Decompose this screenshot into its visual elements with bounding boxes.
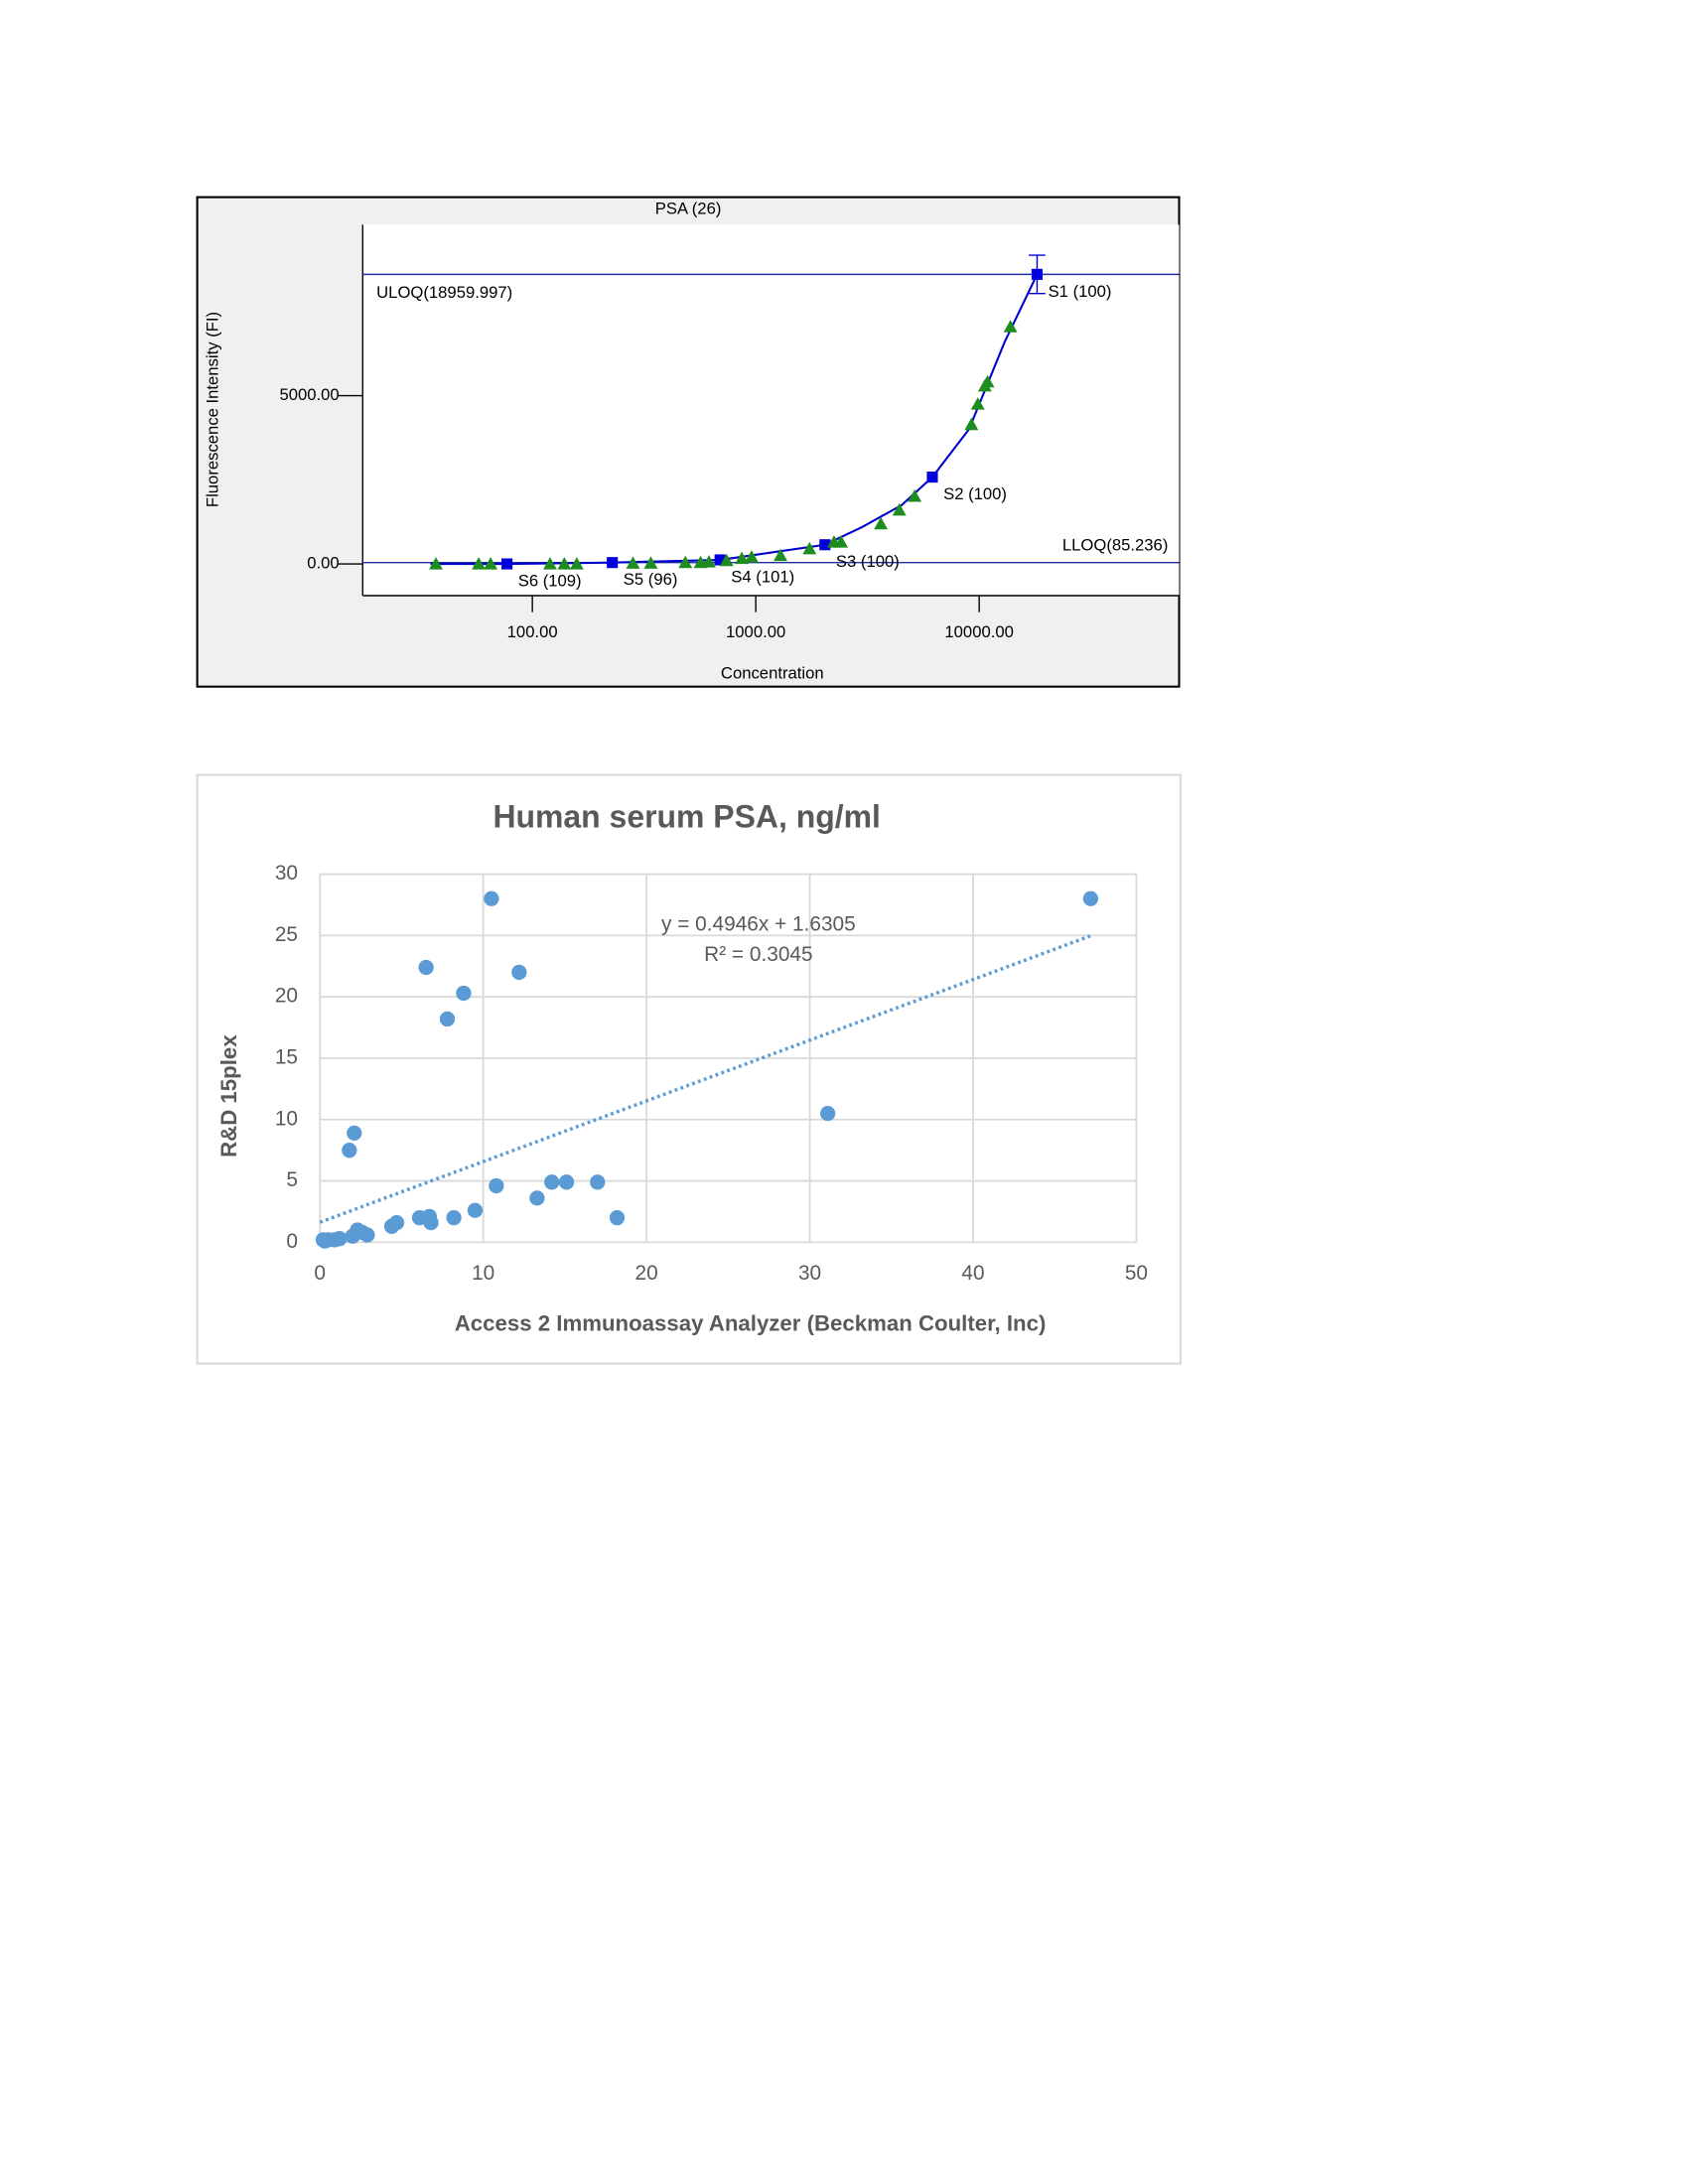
standard-point bbox=[714, 554, 726, 566]
point-label: S2 (100) bbox=[943, 484, 1007, 503]
data-point bbox=[558, 1174, 575, 1190]
x-tick-label: 50 bbox=[1125, 1262, 1148, 1285]
sample-point bbox=[569, 557, 584, 570]
annotation: y = 0.4946x + 1.6305 bbox=[661, 912, 856, 935]
y-tick-label: 5 bbox=[286, 1168, 298, 1191]
point-label: S3 (100) bbox=[836, 552, 900, 571]
data-point bbox=[359, 1227, 375, 1243]
y-tick-label: 15 bbox=[275, 1045, 298, 1068]
annotation: R² = 0.3045 bbox=[704, 943, 812, 966]
point-label: S6 (109) bbox=[518, 572, 582, 591]
sample-point bbox=[678, 555, 693, 569]
standard-point bbox=[501, 558, 513, 570]
sample-point bbox=[543, 557, 557, 570]
x-tick-label: 20 bbox=[635, 1262, 658, 1285]
standard-point bbox=[1031, 268, 1044, 280]
y-tick-label: 20 bbox=[275, 985, 298, 1008]
sample-point bbox=[484, 557, 498, 570]
sample-point bbox=[970, 397, 985, 410]
sample-point bbox=[745, 550, 759, 563]
y-tick-label: 0.00 bbox=[307, 553, 339, 572]
data-point bbox=[489, 1177, 504, 1194]
sample-point bbox=[964, 417, 979, 431]
sample-point bbox=[802, 541, 817, 555]
scatter-chart: Human serum PSA, ng/ml Access 2 Immunoas… bbox=[196, 773, 1182, 1365]
data-point bbox=[383, 1218, 400, 1234]
standard-point bbox=[819, 539, 831, 551]
data-point bbox=[467, 1202, 484, 1218]
y-tick-label: 25 bbox=[275, 923, 298, 946]
y-tick-label: 5000.00 bbox=[279, 385, 339, 404]
x-axis-label: Access 2 Immunoassay Analyzer (Beckman C… bbox=[455, 1311, 1047, 1336]
sample-point bbox=[1003, 320, 1018, 333]
data-point bbox=[342, 1143, 357, 1159]
sample-point bbox=[774, 548, 787, 562]
x-tick-label: 10 bbox=[472, 1262, 494, 1285]
sample-point bbox=[892, 502, 907, 516]
data-point bbox=[446, 1210, 462, 1226]
x-tick-label: 10000.00 bbox=[944, 622, 1013, 641]
x-axis-label: Concentration bbox=[721, 664, 824, 683]
x-tick-label: 0 bbox=[314, 1262, 326, 1285]
data-point bbox=[590, 1174, 606, 1190]
plot-area bbox=[362, 224, 1180, 596]
point-label: S1 (100) bbox=[1049, 282, 1112, 301]
data-point bbox=[529, 1190, 545, 1206]
point-label: S4 (101) bbox=[731, 567, 794, 586]
x-tick-label: 30 bbox=[798, 1262, 821, 1285]
data-point bbox=[820, 1105, 836, 1122]
sample-point bbox=[834, 535, 849, 548]
data-point bbox=[315, 1232, 332, 1248]
sample-point bbox=[719, 553, 734, 567]
x-tick-label: 1000.00 bbox=[726, 622, 785, 641]
standard-point bbox=[607, 557, 619, 569]
data-point bbox=[484, 890, 499, 906]
data-point bbox=[456, 985, 472, 1002]
data-point bbox=[347, 1125, 362, 1142]
sample-point bbox=[874, 516, 889, 530]
sample-point bbox=[908, 488, 922, 502]
data-point bbox=[345, 1228, 360, 1244]
sample-point bbox=[643, 556, 658, 569]
data-point bbox=[544, 1174, 560, 1190]
chart-title: Human serum PSA, ng/ml bbox=[492, 798, 880, 834]
trendline bbox=[319, 934, 1092, 1224]
x-tick-label: 100.00 bbox=[507, 622, 558, 641]
data-point bbox=[418, 959, 434, 976]
sample-point bbox=[980, 374, 995, 388]
y-tick-label: 30 bbox=[275, 862, 298, 885]
sample-point bbox=[557, 557, 572, 570]
data-point bbox=[609, 1210, 626, 1226]
point-label: S5 (96) bbox=[624, 570, 678, 589]
standard-curve-chart: PSA (26) Concentration Fluorescence Inte… bbox=[196, 196, 1181, 688]
y-tick-label: 10 bbox=[275, 1107, 298, 1130]
chart-title: PSA (26) bbox=[655, 200, 722, 218]
sample-point bbox=[626, 556, 640, 569]
sample-point bbox=[702, 555, 716, 568]
sample-point bbox=[429, 557, 443, 570]
data-point bbox=[511, 964, 527, 981]
x-tick-label: 40 bbox=[961, 1262, 984, 1285]
y-axis-label: Fluorescence Intensity (FI) bbox=[204, 312, 222, 507]
chart-frame bbox=[196, 773, 1182, 1365]
data-point bbox=[423, 1214, 439, 1231]
reference-label: ULOQ(18959.997) bbox=[376, 283, 512, 302]
sample-point bbox=[735, 551, 750, 565]
y-tick-label: 0 bbox=[286, 1230, 298, 1253]
sample-point bbox=[472, 557, 487, 570]
data-point bbox=[1082, 890, 1099, 906]
reference-label: LLOQ(85.236) bbox=[1062, 535, 1168, 554]
y-axis-label: R&D 15plex bbox=[216, 1034, 241, 1158]
standard-point bbox=[926, 472, 938, 483]
data-point bbox=[439, 1011, 456, 1027]
